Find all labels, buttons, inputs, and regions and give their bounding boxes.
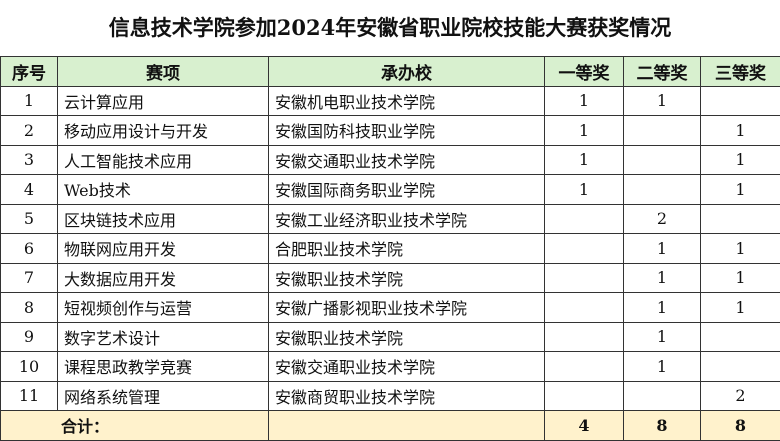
row-event: 数字艺术设计 <box>58 322 269 352</box>
total-second: 8 <box>624 411 701 441</box>
row-host: 安徽机电职业技术学院 <box>269 86 545 116</box>
row-host: 安徽商贸职业技术学院 <box>269 381 545 411</box>
total-row: 合计： 4 8 8 <box>1 411 780 441</box>
total-empty <box>269 411 545 441</box>
row-third: 1 <box>701 263 780 293</box>
row-second: 1 <box>624 352 701 382</box>
row-first: 1 <box>545 145 624 175</box>
row-third: 1 <box>701 234 780 264</box>
row-second <box>624 116 701 146</box>
row-first <box>545 381 624 411</box>
row-event: 物联网应用开发 <box>58 234 269 264</box>
row-event: 网络系统管理 <box>58 381 269 411</box>
header-event: 赛项 <box>58 57 269 87</box>
row-first <box>545 204 624 234</box>
row-third <box>701 352 780 382</box>
row-event: 云计算应用 <box>58 86 269 116</box>
total-third: 8 <box>701 411 780 441</box>
row-event: 区块链技术应用 <box>58 204 269 234</box>
header-first: 一等奖 <box>545 57 624 87</box>
row-index: 3 <box>1 145 58 175</box>
row-second: 1 <box>624 86 701 116</box>
total-first: 4 <box>545 411 624 441</box>
row-index: 5 <box>1 204 58 234</box>
row-index: 11 <box>1 381 58 411</box>
row-first: 1 <box>545 116 624 146</box>
row-event: 课程思政教学竞赛 <box>58 352 269 382</box>
row-index: 8 <box>1 293 58 323</box>
row-host: 安徽工业经济职业技术学院 <box>269 204 545 234</box>
header-index: 序号 <box>1 57 58 87</box>
page-title: 信息技术学院参加2024年安徽省职业院校技能大赛获奖情况 <box>0 0 780 56</box>
row-host: 安徽国际商务职业学院 <box>269 175 545 205</box>
row-index: 9 <box>1 322 58 352</box>
row-third <box>701 204 780 234</box>
row-first <box>545 234 624 264</box>
row-index: 4 <box>1 175 58 205</box>
row-host: 安徽职业技术学院 <box>269 322 545 352</box>
row-host: 安徽交通职业技术学院 <box>269 145 545 175</box>
row-event: Web技术 <box>58 175 269 205</box>
row-first <box>545 263 624 293</box>
row-index: 7 <box>1 263 58 293</box>
row-second: 2 <box>624 204 701 234</box>
row-index: 2 <box>1 116 58 146</box>
row-first <box>545 352 624 382</box>
row-second: 1 <box>624 263 701 293</box>
row-first <box>545 293 624 323</box>
row-event: 短视频创作与运营 <box>58 293 269 323</box>
row-second <box>624 175 701 205</box>
row-third: 1 <box>701 116 780 146</box>
row-host: 安徽广播影视职业技术学院 <box>269 293 545 323</box>
row-third: 2 <box>701 381 780 411</box>
header-row: 序号 赛项 承办校 一等奖 二等奖 三等奖 <box>1 57 780 87</box>
row-host: 安徽职业技术学院 <box>269 263 545 293</box>
row-host: 合肥职业技术学院 <box>269 234 545 264</box>
row-second: 1 <box>624 293 701 323</box>
row-first: 1 <box>545 86 624 116</box>
row-first <box>545 322 624 352</box>
row-second <box>624 145 701 175</box>
total-label: 合计： <box>1 411 269 441</box>
row-first: 1 <box>545 175 624 205</box>
row-event: 移动应用设计与开发 <box>58 116 269 146</box>
row-third <box>701 86 780 116</box>
header-third: 三等奖 <box>701 57 780 87</box>
row-second: 1 <box>624 234 701 264</box>
row-event: 大数据应用开发 <box>58 263 269 293</box>
row-host: 安徽国防科技职业学院 <box>269 116 545 146</box>
row-index: 1 <box>1 86 58 116</box>
row-third: 1 <box>701 293 780 323</box>
header-second: 二等奖 <box>624 57 701 87</box>
row-event: 人工智能技术应用 <box>58 145 269 175</box>
row-second: 1 <box>624 322 701 352</box>
row-index: 10 <box>1 352 58 382</box>
header-host: 承办校 <box>269 57 545 87</box>
row-second <box>624 381 701 411</box>
row-third <box>701 322 780 352</box>
row-index: 6 <box>1 234 58 264</box>
row-third: 1 <box>701 175 780 205</box>
row-third: 1 <box>701 145 780 175</box>
row-host: 安徽交通职业技术学院 <box>269 352 545 382</box>
